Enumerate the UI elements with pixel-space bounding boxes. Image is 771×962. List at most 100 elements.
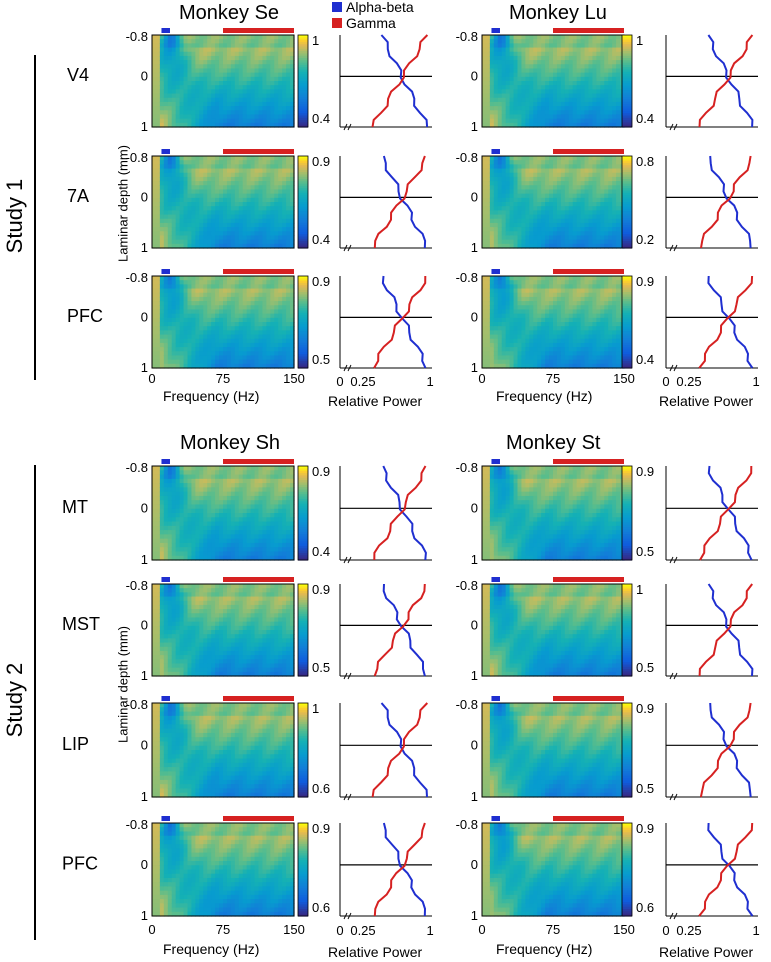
heatmap-cell xyxy=(584,156,590,161)
heatmap-cell xyxy=(497,301,503,306)
heatmap-cell xyxy=(604,168,609,174)
heatmap-cell xyxy=(152,218,157,224)
colorbar-cell xyxy=(298,101,308,105)
heatmap-cell xyxy=(541,64,546,70)
heatmap-cell xyxy=(258,210,264,216)
heatmap-cell xyxy=(576,313,582,319)
heatmap-cell xyxy=(167,301,173,306)
heatmap-cell xyxy=(584,122,590,128)
heatmap-cell xyxy=(556,55,562,61)
heatmap-cell xyxy=(616,114,621,120)
heatmap-cell xyxy=(568,317,574,323)
heatmap-cell xyxy=(246,334,252,340)
heatmap-cell xyxy=(493,276,499,281)
heatmap-cell xyxy=(501,305,507,311)
heatmap-cell xyxy=(489,347,495,352)
heatmap-cell xyxy=(509,93,515,99)
heatmap-cell xyxy=(183,317,189,323)
heatmap-cell xyxy=(274,330,279,336)
heatmap-cell xyxy=(266,176,271,182)
heatmap-cell xyxy=(612,156,617,161)
heatmap-cell xyxy=(521,334,526,340)
heatmap-cell xyxy=(274,176,279,182)
heatmap-cell xyxy=(541,296,546,302)
heatmap-cell xyxy=(553,309,558,315)
heatmap-cell xyxy=(199,35,204,40)
heatmap-cell xyxy=(171,296,177,302)
heatmap-cell xyxy=(270,280,275,285)
heatmap-cell xyxy=(545,72,550,78)
heatmap-cell xyxy=(485,280,491,285)
heatmap-cell xyxy=(207,110,212,116)
heatmap-cell xyxy=(592,47,597,53)
heatmap-cell xyxy=(529,347,534,352)
heatmap-cell xyxy=(549,97,554,103)
heatmap-cell xyxy=(564,118,570,124)
heatmap-cell xyxy=(493,122,499,128)
colorbar-cell xyxy=(622,113,632,117)
heatmap-cell xyxy=(545,193,550,199)
heatmap-cell xyxy=(592,313,597,319)
heatmap-cell xyxy=(254,214,260,220)
heatmap-cell xyxy=(482,284,487,290)
heatmap-cell xyxy=(262,68,267,74)
heatmap-cell xyxy=(576,235,582,241)
heatmap-cell xyxy=(568,231,574,237)
heatmap-cell xyxy=(163,35,169,40)
heatmap-cell xyxy=(175,334,181,340)
heatmap-cell xyxy=(580,202,586,207)
heatmap-cell xyxy=(274,313,279,319)
heatmap-cell xyxy=(588,68,594,74)
heatmap-cell xyxy=(482,326,487,331)
heatmap-cell xyxy=(242,81,248,86)
heatmap-cell xyxy=(505,64,511,70)
heatmap-cell xyxy=(588,280,594,285)
heatmap-cell xyxy=(612,231,617,237)
colorbar-cell xyxy=(622,229,632,233)
colorbar-cell xyxy=(298,338,308,341)
heatmap-cell xyxy=(159,160,165,165)
heatmap-cell xyxy=(489,101,495,107)
heatmap-cell xyxy=(541,101,546,107)
heatmap-cell xyxy=(238,330,244,336)
heatmap-cell xyxy=(258,97,264,103)
heatmap-cell xyxy=(195,231,200,237)
heatmap-cell xyxy=(250,181,256,186)
colorbar-cell xyxy=(298,37,308,41)
colorbar-min-label: 0.4 xyxy=(312,232,330,247)
heatmap-cell xyxy=(580,181,586,186)
heatmap-cell xyxy=(230,176,236,182)
heatmap-cell xyxy=(592,122,597,128)
heatmap-cell xyxy=(219,326,224,331)
heatmap-cell xyxy=(171,164,177,170)
heatmap-cell xyxy=(215,176,220,182)
heatmap-cell xyxy=(203,72,208,78)
heatmap-cell xyxy=(521,243,526,249)
heatmap-cell xyxy=(152,43,157,49)
heatmap-cell xyxy=(207,35,212,40)
colorbar-cell xyxy=(622,85,632,89)
heatmap-cell xyxy=(226,160,232,165)
heatmap-cell xyxy=(482,351,487,357)
heatmap-cell xyxy=(612,193,617,199)
heatmap-cell xyxy=(560,218,566,224)
heatmap-cell xyxy=(521,43,526,49)
heatmap-cell xyxy=(155,301,161,306)
heatmap-cell xyxy=(509,176,515,182)
heatmap-cell xyxy=(290,181,295,186)
heatmap-cell xyxy=(553,292,558,298)
heatmap-cell xyxy=(564,296,570,302)
heatmap-cell xyxy=(278,39,283,44)
heatmap-cell xyxy=(489,106,495,111)
heatmap-cell xyxy=(246,210,252,216)
heatmap-cell xyxy=(600,55,605,61)
heatmap-cell xyxy=(553,206,558,211)
heatmap-cell xyxy=(266,172,271,178)
heatmap-cell xyxy=(509,305,515,311)
heatmap-cell xyxy=(163,55,169,61)
heatmap-cell xyxy=(482,172,487,178)
heatmap-cell xyxy=(278,93,283,99)
heatmap-cell xyxy=(509,326,515,331)
heatmap-cell xyxy=(592,334,597,340)
heatmap-cell xyxy=(592,72,597,78)
